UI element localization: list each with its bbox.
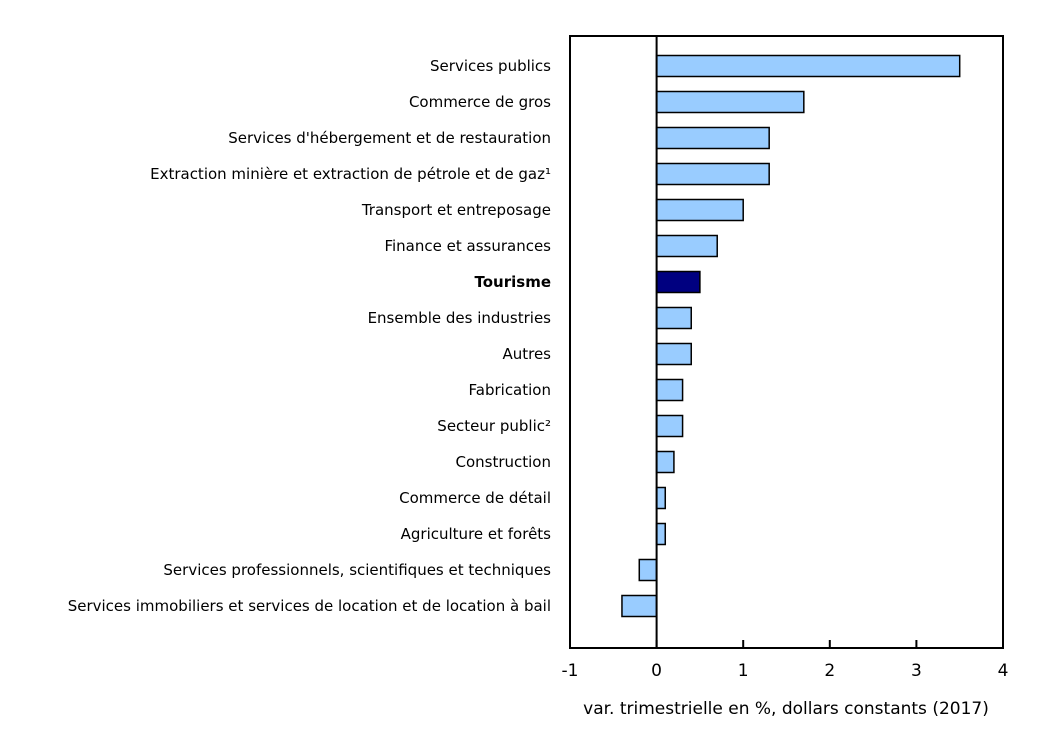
x-axis-title: var. trimestrielle en %, dollars constan… <box>583 699 989 719</box>
category-label: Services d'hébergement et de restauratio… <box>228 129 551 147</box>
category-label: Services publics <box>430 57 551 75</box>
bar <box>655 378 684 402</box>
category-label: Ensemble des industries <box>368 309 552 327</box>
bar <box>655 198 744 222</box>
bar <box>655 414 684 438</box>
x-tick-label: -1 <box>562 661 579 681</box>
bar <box>655 234 718 258</box>
category-label: Finance et assurances <box>384 237 551 255</box>
category-label: Fabrication <box>469 381 551 399</box>
bars-group <box>621 54 961 618</box>
category-label: Transport et entreposage <box>361 201 551 219</box>
category-label: Commerce de gros <box>409 93 551 111</box>
category-label: Agriculture et forêts <box>401 525 552 543</box>
category-label: Services immobiliers et services de loca… <box>68 597 551 615</box>
plot-frame <box>569 35 1004 649</box>
category-label: Tourisme <box>475 273 552 291</box>
bar <box>638 558 658 582</box>
category-label: Commerce de détail <box>399 489 551 507</box>
category-label: Secteur public² <box>437 417 551 435</box>
bar <box>621 594 658 618</box>
category-label: Services professionnels, scientifiques e… <box>163 561 551 579</box>
category-labels: Services publics Commerce de gros Services… <box>68 57 551 615</box>
bar <box>655 306 692 330</box>
category-label: Autres <box>502 345 551 363</box>
bar <box>655 450 675 474</box>
bar <box>655 126 770 150</box>
x-tick-label: 4 <box>998 661 1009 681</box>
x-tick-label: 3 <box>911 661 922 681</box>
bar <box>655 90 805 114</box>
x-tick-label: 1 <box>738 661 749 681</box>
x-tick-label: 0 <box>651 661 662 681</box>
x-tick-label: 2 <box>824 661 835 681</box>
bar <box>655 54 961 78</box>
bar <box>655 162 770 186</box>
x-axis-ticks: -1 0 1 2 3 4 <box>562 640 1009 681</box>
bar <box>655 486 667 510</box>
category-label: Construction <box>455 453 551 471</box>
bar <box>655 342 692 366</box>
bar <box>655 270 701 294</box>
bar <box>655 522 667 546</box>
category-label: Extraction minière et extraction de pétr… <box>150 165 551 183</box>
